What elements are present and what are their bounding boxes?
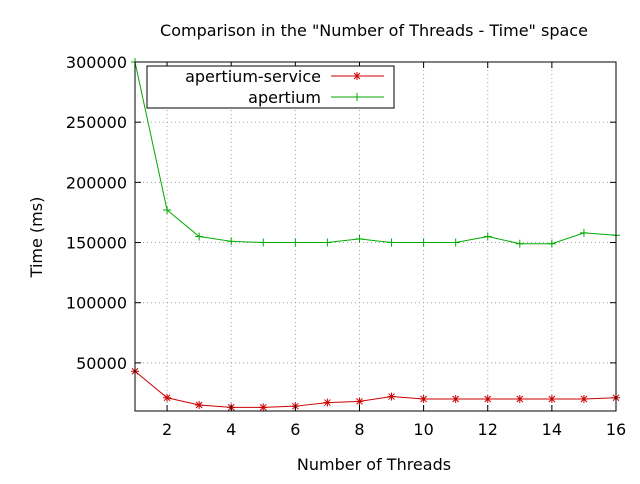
data-point [387, 392, 396, 401]
tick-layer: 2 4 6 8 10 12 14 16 50000 100000 150000 200000 25000… [66, 53, 626, 439]
data-point [419, 238, 428, 247]
x-tick-label: 4 [226, 420, 236, 439]
series-line-1 [134, 61, 617, 245]
data-point [291, 238, 300, 247]
grid-layer [135, 62, 616, 411]
y-tick-label: 200000 [66, 173, 127, 192]
data-point [515, 239, 524, 248]
x-tick-label: 8 [354, 420, 364, 439]
legend-swatch-marker [353, 72, 361, 80]
x-tick-label: 14 [542, 420, 562, 439]
data-point [259, 238, 268, 247]
data-point [355, 397, 364, 406]
data-point [259, 403, 268, 412]
plot-frame [134, 61, 617, 412]
data-point [227, 237, 236, 246]
data-point [515, 394, 524, 403]
legend-box [146, 65, 395, 109]
data-point [579, 394, 588, 403]
y-tick-label: 300000 [66, 53, 127, 72]
x-tick-label: 2 [162, 420, 172, 439]
data-point [579, 228, 588, 237]
data-point [195, 232, 204, 241]
legend-label-apertium: apertium [248, 88, 321, 107]
data-point [323, 398, 332, 407]
series-layer [131, 58, 620, 412]
legend: apertium-service apertium [146, 65, 395, 109]
y-tick-label: 50000 [76, 354, 127, 373]
data-point [163, 206, 172, 215]
data-point [451, 394, 460, 403]
chart-title: Comparison in the "Number of Threads - T… [160, 21, 588, 40]
x-tick-label: 16 [606, 420, 626, 439]
series-line-0 [134, 370, 617, 408]
data-point [163, 393, 172, 402]
data-point [387, 238, 396, 247]
data-point [419, 394, 428, 403]
y-tick-label: 100000 [66, 294, 127, 313]
x-axis-label: Number of Threads [297, 455, 451, 474]
data-point [483, 394, 492, 403]
y-axis-label: Time (ms) [27, 197, 46, 279]
legend-swatch-marker [353, 93, 361, 101]
data-point [451, 238, 460, 247]
data-point [355, 234, 364, 243]
x-tick-label: 10 [413, 420, 433, 439]
data-point [483, 232, 492, 241]
data-point [323, 238, 332, 247]
x-tick-label: 6 [290, 420, 300, 439]
y-tick-label: 250000 [66, 113, 127, 132]
data-point [547, 394, 556, 403]
data-point [195, 400, 204, 409]
data-point [547, 239, 556, 248]
x-tick-label: 12 [478, 420, 498, 439]
legend-swatches [331, 72, 384, 101]
legend-label-apertium-service: apertium-service [185, 67, 321, 86]
y-tick-label: 150000 [66, 234, 127, 253]
